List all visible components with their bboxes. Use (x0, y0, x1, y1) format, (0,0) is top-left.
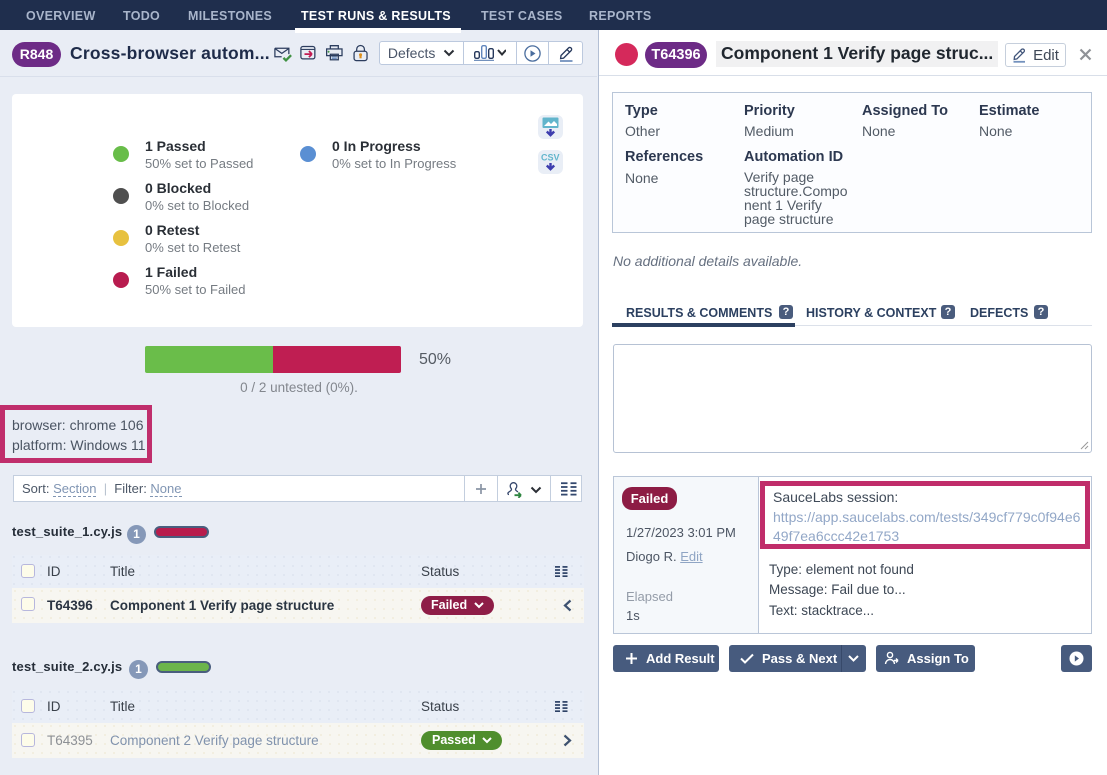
svg-text:CSV: CSV (541, 153, 560, 163)
